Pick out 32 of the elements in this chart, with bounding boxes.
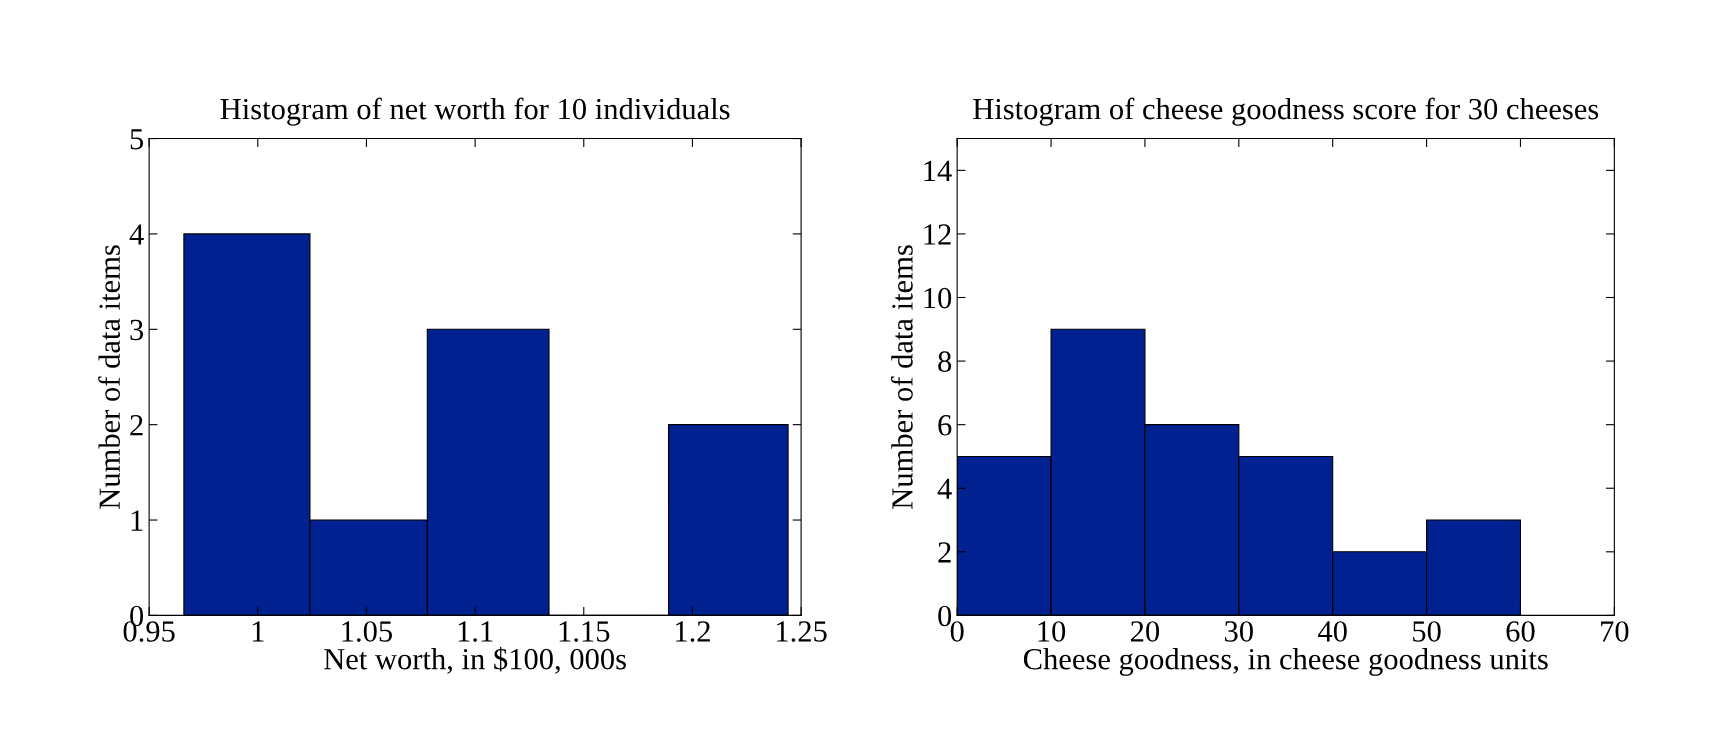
x-tick-label: 30 [1225,621,1253,642]
x-tick-label: 1.05 [342,621,392,642]
y-tick-label: 4 [129,224,144,245]
chart-title: Histogram of cheese goodness score for 30 cheeses [973,97,1599,126]
y-tick-label: 5 [130,129,144,150]
y-axis-title: Number of data items [890,245,913,509]
x-tick-label: 1.2 [676,621,710,642]
x-tick-label: 1.15 [559,621,610,642]
x-tick-label: 60 [1506,621,1535,642]
y-tick-label: 2 [130,415,143,436]
x-axis-title: Cheese goodness, in cheese goodness units [1023,647,1548,676]
x-tick-label: 70 [1601,621,1629,642]
x-tick-label: 1.25 [777,621,827,642]
y-tick-label: 8 [938,351,952,372]
y-tick-label: 6 [938,415,952,436]
x-axis-title: Net worth, in $100, 000s [324,647,626,674]
x-tick-label: 1.1 [458,621,493,642]
x-tick-label: 1 [252,621,264,642]
x-tick-label: 50 [1413,621,1441,642]
y-tick-label: 14 [924,160,952,181]
y-tick-label: 10 [924,287,952,309]
y-tick-label: 3 [130,319,144,341]
x-tick-label: 20 [1131,621,1160,642]
y-tick-label: 1 [131,510,143,531]
y-tick-label: 2 [938,542,951,563]
chart-title: Histogram of net worth for 10 individuals [220,97,730,126]
y-tick-label: 4 [937,478,952,499]
x-tick-label: 40 [1318,621,1347,642]
y-tick-label: 12 [924,224,951,245]
x-tick-label: 10 [1038,621,1066,642]
y-tick-label: 0 [938,605,952,627]
y-axis-title: Number of data items [98,245,120,509]
